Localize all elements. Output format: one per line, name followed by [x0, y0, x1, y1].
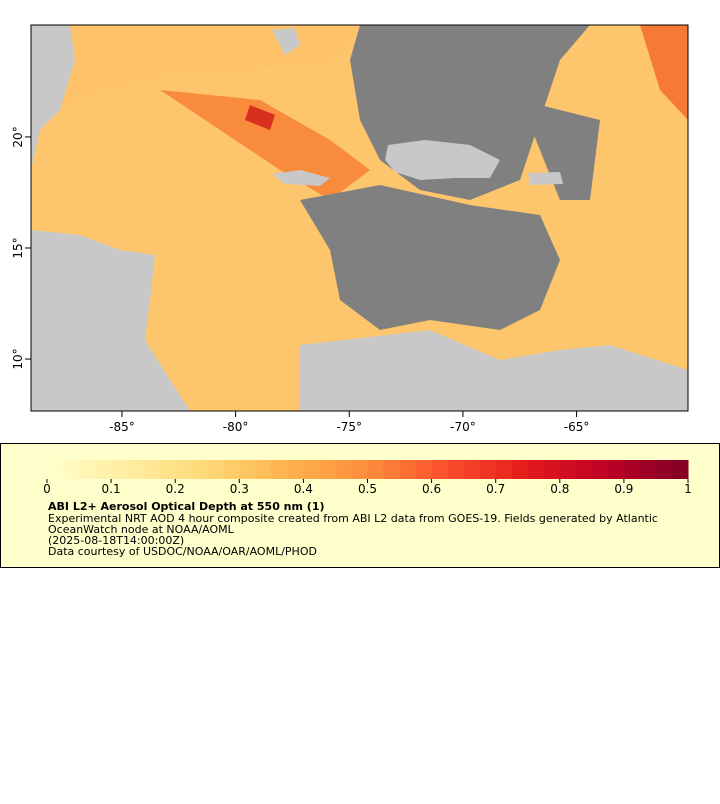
legend-line: Experimental NRT AOD 4 hour composite cr… — [48, 512, 658, 525]
colorbar-tick-label: 0.9 — [614, 482, 633, 496]
map — [31, 25, 688, 411]
colorbar-tick-label: 0.6 — [422, 482, 441, 496]
colorbar-swatch — [463, 460, 481, 479]
colorbar-swatch — [607, 460, 625, 479]
aod-peak — [245, 105, 275, 130]
no-data — [300, 185, 560, 330]
colorbar-swatch — [287, 460, 304, 479]
land — [31, 25, 75, 170]
colorbar-swatch — [351, 460, 368, 479]
colorbar-swatch — [399, 460, 417, 479]
land — [300, 330, 688, 411]
aod-high — [640, 25, 688, 120]
colorbar-swatch — [127, 460, 144, 479]
colorbar-swatch — [575, 460, 593, 479]
y-tick-label: 15° — [11, 237, 25, 258]
colorbar-swatch — [255, 460, 272, 479]
colorbar-swatch — [207, 460, 224, 479]
colorbar-swatch — [303, 460, 320, 479]
colorbar-swatch — [655, 460, 673, 479]
colorbar-tick-label: 0.2 — [166, 482, 185, 496]
colorbar-swatch — [383, 460, 401, 479]
legend-line: Data courtesy of USDOC/NOAA/OAR/AOML/PHO… — [48, 545, 317, 558]
colorbar-swatch — [495, 460, 513, 479]
colorbar-swatch — [175, 460, 192, 479]
x-tick-label: -85° — [109, 420, 135, 434]
colorbar-swatch — [623, 460, 641, 479]
x-tick-label: -80° — [223, 420, 249, 434]
aod-field — [31, 25, 360, 120]
colorbar-swatch — [367, 460, 385, 479]
colorbar-swatch — [143, 460, 160, 479]
land — [272, 28, 300, 55]
no-data — [520, 100, 600, 200]
colorbar-tick-label: 0.1 — [102, 482, 121, 496]
colorbar-tick-label: 0.4 — [294, 482, 313, 496]
map-frame — [30, 24, 689, 412]
colorbar-swatch — [95, 460, 112, 479]
colorbar-swatch — [47, 460, 64, 479]
legend-line: OceanWatch node at NOAA/AOML — [48, 523, 235, 536]
legend-title: ABI L2+ Aerosol Optical Depth at 550 nm … — [48, 500, 325, 513]
colorbar-swatch — [527, 460, 545, 479]
aod-high — [160, 90, 370, 200]
colorbar-swatch — [431, 460, 449, 479]
colorbar-tick-label: 0.7 — [486, 482, 505, 496]
colorbar-swatch — [79, 460, 96, 479]
colorbar-swatch — [559, 460, 577, 479]
colorbar-swatch — [639, 460, 657, 479]
colorbar-swatch — [335, 460, 352, 479]
colorbar-swatch — [239, 460, 256, 479]
colorbar-swatch — [271, 460, 288, 479]
land — [528, 172, 563, 185]
colorbar-swatch — [63, 460, 80, 479]
legend-line: (2025-08-18T14:00:00Z) — [48, 534, 184, 547]
x-tick-label: -65° — [564, 420, 590, 434]
colorbar-swatch — [319, 460, 336, 479]
colorbar-tick-label: 0.3 — [230, 482, 249, 496]
land — [385, 140, 500, 180]
colorbar-swatch — [543, 460, 561, 479]
colorbar-tick-label: 0.5 — [358, 482, 377, 496]
colorbar-swatch — [191, 460, 208, 479]
land — [31, 230, 190, 411]
colorbar-swatch — [223, 460, 240, 479]
x-tick-label: -70° — [450, 420, 476, 434]
colorbar-swatch — [111, 460, 128, 479]
colorbar-swatch — [447, 460, 465, 479]
colorbar-swatch — [671, 460, 689, 479]
land — [272, 170, 330, 186]
y-tick-label: 20° — [11, 126, 25, 147]
colorbar-tick-label: 0 — [43, 482, 51, 496]
colorbar-swatch — [159, 460, 176, 479]
colorbar-tick-label: 0.8 — [550, 482, 569, 496]
colorbar-swatch — [591, 460, 609, 479]
colorbar-swatch — [511, 460, 529, 479]
colorbar-swatch — [479, 460, 497, 479]
colorbar-tick-label: 1 — [684, 482, 692, 496]
x-tick-label: -75° — [336, 420, 362, 434]
y-tick-label: 10° — [11, 348, 25, 369]
colorbar-swatch — [415, 460, 433, 479]
